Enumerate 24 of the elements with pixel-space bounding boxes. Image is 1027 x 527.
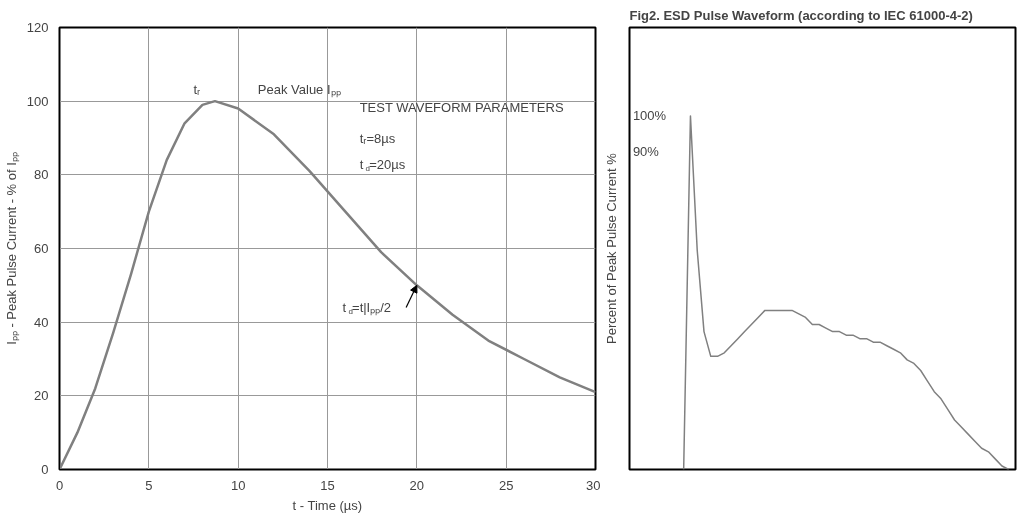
x-tick-label: 25: [498, 477, 514, 493]
x-tick-label: 15: [320, 477, 335, 493]
chart-title: Fig2. ESD Pulse Waveform (according to IEC 61000-4-2): [629, 7, 973, 23]
x-tick-label: 0: [55, 477, 64, 493]
y-tick-label: 0: [41, 462, 49, 477]
y-tick-label: 100: [26, 93, 49, 109]
y-tick-label: 40: [34, 314, 49, 330]
y-tick-label: 60: [34, 241, 49, 256]
text: 100%: [632, 108, 667, 124]
x-tick-label: 10: [230, 477, 246, 493]
y-axis-title: Percent of Peak Pulse Current %: [603, 152, 619, 344]
y-tick-label: 80: [34, 167, 49, 183]
annotation: Peak Value Iₚₚ: [257, 81, 341, 98]
annotation: tᵣ: [193, 81, 201, 97]
y-tick-label: 120: [26, 20, 49, 35]
x-axis-title: t - Time (µs): [292, 497, 363, 513]
y-axis-title: Iₚₚ - Peak Pulse Current - % of Iₚₚ: [3, 152, 20, 345]
x-tick-label: 20: [409, 477, 425, 493]
x-tick-label: 30: [586, 477, 601, 493]
annotation: TEST WAVEFORM PARAMETERS: [359, 99, 564, 115]
text: 90%: [632, 143, 660, 159]
annotation: tᵣ=8µs: [359, 130, 396, 146]
x-tick-label: 5: [145, 477, 153, 493]
y-tick-label: 20: [34, 388, 49, 404]
